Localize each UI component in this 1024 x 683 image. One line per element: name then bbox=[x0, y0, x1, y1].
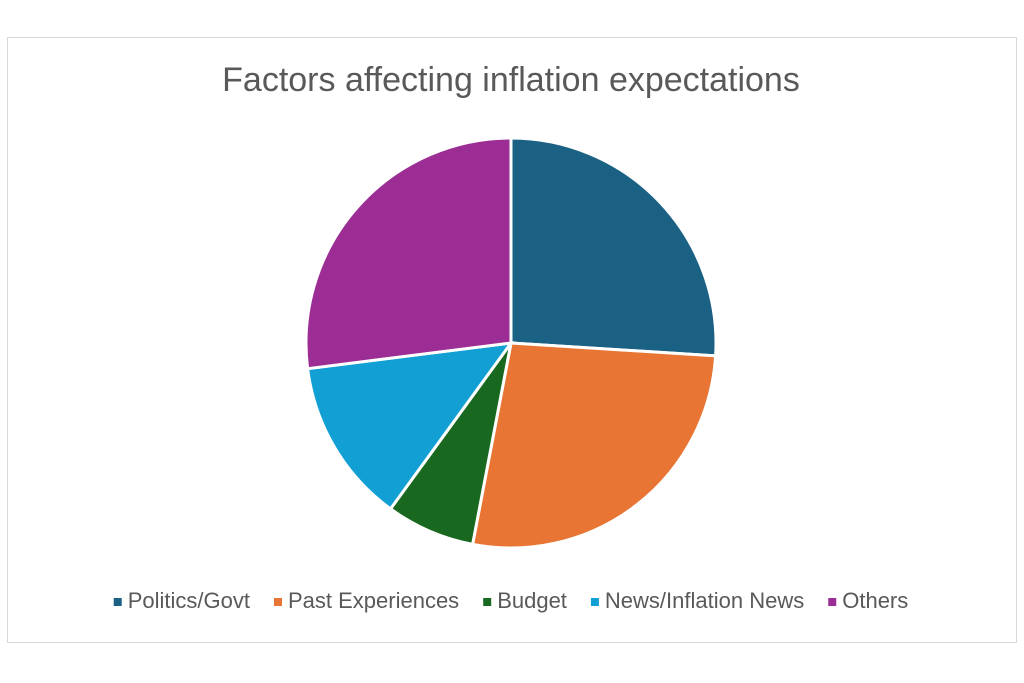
legend-label: Past Experiences bbox=[288, 588, 459, 613]
legend-label: Budget bbox=[497, 588, 567, 613]
legend-swatch bbox=[590, 598, 599, 606]
chart-title: Factors affecting inflation expectations bbox=[222, 61, 800, 99]
pie-slice bbox=[305, 341, 515, 511]
legend-swatch bbox=[113, 598, 122, 606]
pie-slice bbox=[470, 341, 718, 550]
pie-slice bbox=[304, 136, 513, 371]
legend-swatch bbox=[828, 598, 837, 606]
legend-label: Others bbox=[842, 588, 908, 613]
legend-swatch bbox=[273, 598, 282, 606]
legend-swatch bbox=[483, 598, 492, 606]
pie-slice bbox=[509, 136, 718, 358]
legend-label: Politics/Govt bbox=[128, 588, 250, 613]
legend-label: News/Inflation News bbox=[605, 588, 804, 613]
